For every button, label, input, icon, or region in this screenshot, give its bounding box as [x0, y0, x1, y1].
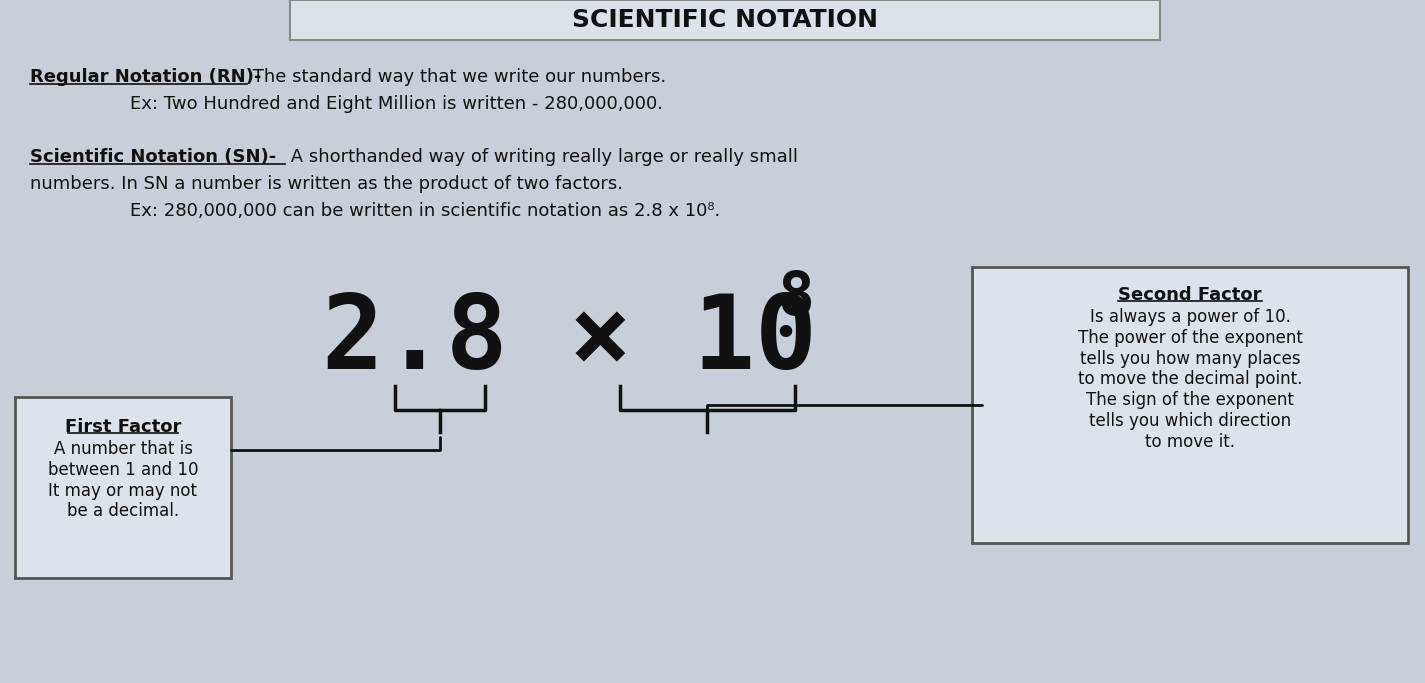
Text: A number that is
between 1 and 10
It may or may not
be a decimal.: A number that is between 1 and 10 It may… — [48, 440, 198, 520]
Text: Second Factor: Second Factor — [1119, 286, 1261, 304]
Text: First Factor: First Factor — [64, 418, 181, 436]
Text: 2.8 × 10: 2.8 × 10 — [322, 290, 818, 390]
Text: numbers. In SN a number is written as the product of two factors.: numbers. In SN a number is written as th… — [30, 175, 623, 193]
FancyBboxPatch shape — [16, 397, 231, 578]
Text: SCIENTIFIC NOTATION: SCIENTIFIC NOTATION — [571, 8, 878, 32]
Text: Regular Notation (RN)-: Regular Notation (RN)- — [30, 68, 261, 86]
FancyBboxPatch shape — [291, 0, 1160, 40]
FancyBboxPatch shape — [972, 267, 1408, 543]
Text: A shorthanded way of writing really large or really small: A shorthanded way of writing really larg… — [285, 148, 798, 166]
Text: Ex: 280,000,000 can be written in scientific notation as 2.8 x 10⁸.: Ex: 280,000,000 can be written in scient… — [130, 202, 720, 220]
Text: The standard way that we write our numbers.: The standard way that we write our numbe… — [247, 68, 667, 86]
Text: Is always a power of 10.
The power of the exponent
tells you how many places
to : Is always a power of 10. The power of th… — [1077, 308, 1302, 451]
Text: Scientific Notation (SN)-: Scientific Notation (SN)- — [30, 148, 276, 166]
Text: 8: 8 — [777, 268, 814, 328]
Text: Ex: Two Hundred and Eight Million is written - 280,000,000.: Ex: Two Hundred and Eight Million is wri… — [130, 95, 663, 113]
